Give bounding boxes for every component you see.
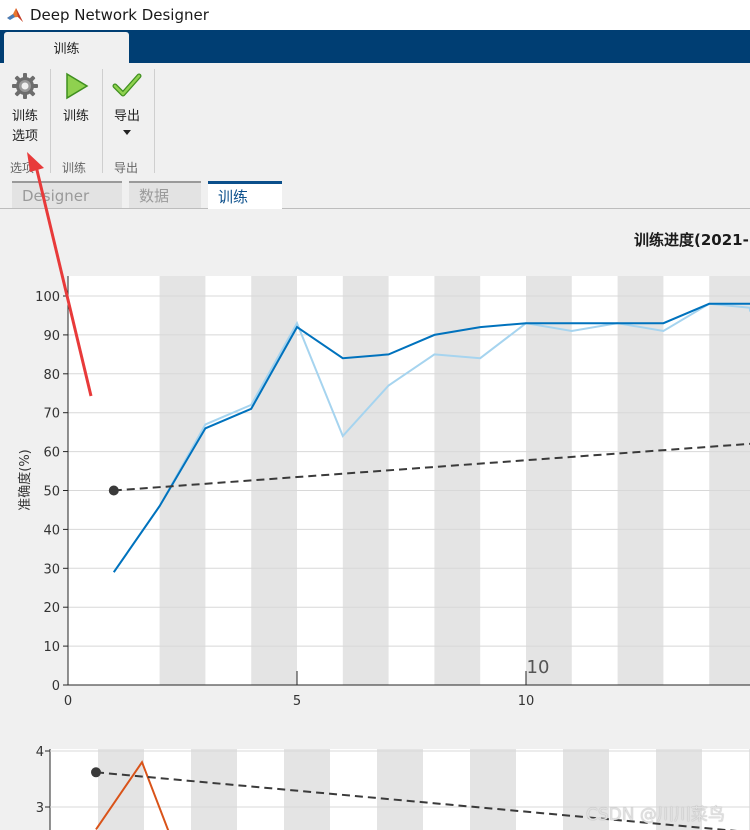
- title-bar: Deep Network Designer: [0, 0, 750, 30]
- y-tick-label: 90: [43, 329, 60, 344]
- tab-designer[interactable]: Designer: [12, 181, 122, 208]
- checkmark-icon: [112, 71, 142, 101]
- epoch-band: [159, 276, 206, 685]
- accuracy-raw-line: [112, 302, 750, 573]
- epoch-band: [563, 749, 609, 830]
- group-divider: [102, 69, 103, 173]
- validation-loss-line: [95, 771, 737, 830]
- epoch-band: [342, 276, 389, 685]
- validation-accuracy-point: [108, 485, 119, 496]
- epoch-band: [617, 276, 664, 685]
- training-options-button[interactable]: 训练 选项: [5, 71, 45, 147]
- y-tick-label: 40: [43, 523, 60, 538]
- matlab-logo-icon: [7, 8, 23, 22]
- group-label-export: 导出: [114, 161, 139, 175]
- watermark: CSDN @川川菜鸟: [586, 805, 725, 825]
- tab-training[interactable]: 训练: [208, 181, 282, 209]
- x-tick-label: 0: [64, 694, 72, 709]
- epoch-band: [191, 749, 237, 830]
- validation-loss-point: [91, 767, 101, 778]
- tab-data-label: 数据: [139, 187, 170, 205]
- x-tick-label: 10: [518, 694, 535, 709]
- chevron-down-icon[interactable]: [123, 130, 131, 135]
- tab-designer-label: Designer: [22, 187, 90, 205]
- group-label-options: 选项: [10, 161, 35, 175]
- epoch-band: [377, 749, 423, 830]
- training-options-label: 训练 选项: [11, 109, 38, 144]
- epoch-band: [709, 276, 750, 685]
- window-title: Deep Network Designer: [30, 6, 209, 24]
- group-divider: [50, 69, 51, 173]
- ribbon-tab-train[interactable]: 训练: [4, 32, 129, 63]
- validation-accuracy-line: [113, 442, 750, 492]
- epoch-band: [526, 276, 572, 685]
- epoch-band: [470, 749, 516, 830]
- y-tick-label: 20: [43, 601, 60, 616]
- loss-line: [95, 760, 170, 830]
- y-tick-label: 50: [43, 485, 60, 500]
- y-tick-label: 3: [36, 801, 44, 816]
- ribbon-tab-label: 训练: [53, 42, 80, 57]
- epoch-band: [656, 749, 702, 830]
- y-tick-label: 80: [43, 368, 60, 383]
- epoch-band-label: 10: [527, 657, 550, 678]
- ribbon-tab-strip: 训练: [0, 30, 750, 63]
- y-tick-label: 30: [43, 562, 60, 577]
- y-tick-label: 4: [36, 745, 44, 760]
- y-axis-label: 准确度(%): [17, 449, 33, 511]
- tab-training-label: 训练: [218, 188, 249, 206]
- y-tick-label: 70: [43, 407, 60, 422]
- epoch-band: [434, 276, 481, 685]
- play-icon: [61, 71, 91, 101]
- tab-data[interactable]: 数据: [129, 181, 201, 208]
- train-label: 训练: [62, 109, 89, 124]
- export-button[interactable]: 导出: [107, 71, 147, 135]
- toolstrip: 训练 选项 选项 训练 训练 导出 导出: [0, 63, 750, 179]
- loss-chart: 34: [36, 745, 750, 830]
- train-button[interactable]: 训练: [56, 71, 96, 127]
- y-tick-label: 0: [52, 679, 60, 694]
- group-divider: [154, 69, 155, 173]
- export-label: 导出: [113, 109, 140, 124]
- accuracy-smoothed-line: [112, 302, 750, 573]
- y-tick-label: 60: [43, 446, 60, 461]
- y-tick-label: 100: [35, 290, 60, 305]
- document-tab-bar: Designer 数据 训练: [0, 178, 750, 209]
- gear-icon: [10, 71, 40, 101]
- x-tick-label: 5: [293, 694, 301, 709]
- training-progress-title: 训练进度(2021-: [634, 231, 749, 249]
- y-tick-label: 10: [43, 640, 60, 655]
- group-label-train: 训练: [62, 161, 87, 175]
- accuracy-chart: 0 10 20 30 40 50 60 70 80 90 100 0 5 10 准确度(%) 10: [17, 276, 750, 709]
